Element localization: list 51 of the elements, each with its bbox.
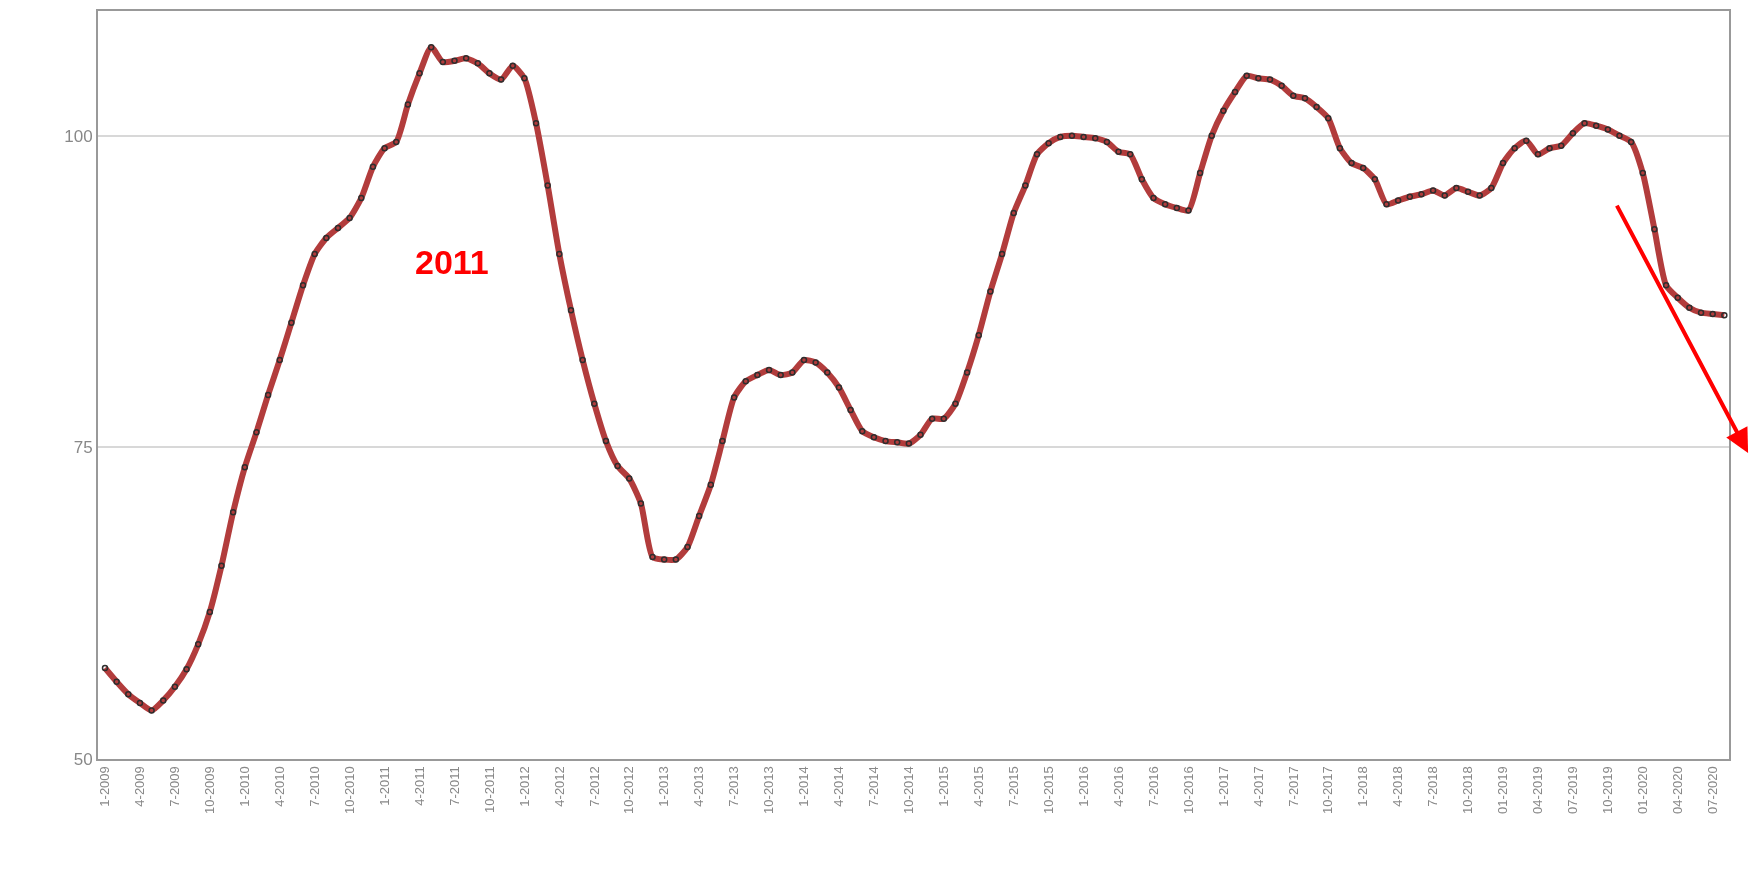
x-tick-label: 7-2016 — [1145, 766, 1161, 807]
x-tick-label: 1-2010 — [237, 766, 253, 807]
x-tick-label: 7-2012 — [586, 766, 602, 807]
x-tick-label: 10-2011 — [481, 766, 497, 813]
x-tick-label: 01-2019 — [1495, 766, 1511, 814]
x-tick-label: 10-2017 — [1320, 766, 1336, 814]
x-tick-label: 10-2019 — [1600, 766, 1616, 814]
x-tick-label: 04-2019 — [1530, 766, 1546, 814]
x-tick-label: 4-2017 — [1250, 766, 1266, 807]
x-tick-label: 1-2015 — [936, 766, 952, 807]
x-tick-label: 1-2014 — [796, 766, 812, 807]
x-tick-label: 1-2017 — [1215, 766, 1231, 807]
x-tick-label: 7-2011 — [446, 766, 462, 806]
y-tick-label: 75 — [73, 438, 93, 458]
x-tick-label: 7-2018 — [1425, 766, 1441, 807]
x-tick-label: 7-2013 — [726, 766, 742, 807]
x-tick-label: 4-2018 — [1390, 766, 1406, 807]
x-tick-label: 4-2015 — [970, 766, 986, 807]
x-tick-label: 4-2012 — [551, 766, 567, 807]
x-tick-label: 07-2020 — [1704, 766, 1720, 814]
x-tick-label: 10-2013 — [761, 766, 777, 814]
x-tick-label: 10-2014 — [901, 766, 917, 814]
x-tick-label: 4-2010 — [271, 766, 287, 807]
x-tick-label: 1-2009 — [97, 766, 113, 807]
x-tick-label: 07-2019 — [1565, 766, 1581, 814]
x-tick-label: 7-2015 — [1005, 766, 1021, 807]
x-tick-label: 10-2010 — [341, 766, 357, 814]
x-tick-label: 7-2009 — [167, 766, 183, 807]
x-tick-label: 7-2014 — [866, 766, 882, 807]
x-tick-label: 10-2009 — [202, 766, 218, 814]
x-tick-label: 1-2011 — [376, 766, 392, 806]
x-tick-label: 10-2012 — [621, 766, 637, 814]
x-tick-label: 1-2013 — [656, 766, 672, 807]
x-tick-label: 4-2016 — [1110, 766, 1126, 807]
x-tick-label: 4-2013 — [691, 766, 707, 807]
x-tick-label: 4-2009 — [132, 766, 148, 807]
x-tick-label: 1-2012 — [516, 766, 532, 807]
annotation: 2011 — [415, 243, 489, 281]
x-tick-label: 7-2010 — [306, 766, 322, 807]
x-tick-label: 1-2018 — [1355, 766, 1371, 807]
x-tick-label: 7-2017 — [1285, 766, 1301, 807]
x-tick-label: 1-2016 — [1075, 766, 1091, 807]
x-tick-label: 10-2015 — [1040, 766, 1056, 814]
x-tick-label: 4-2014 — [831, 766, 847, 807]
x-tick-label: 4-2011 — [411, 766, 427, 806]
y-tick-label: 100 — [64, 126, 93, 146]
x-tick-label: 10-2016 — [1180, 766, 1196, 814]
y-tick-label: 50 — [73, 749, 93, 769]
x-tick-label: 10-2018 — [1460, 766, 1476, 814]
x-tick-label: 01-2020 — [1635, 766, 1651, 814]
x-tick-label: 04-2020 — [1669, 766, 1685, 814]
